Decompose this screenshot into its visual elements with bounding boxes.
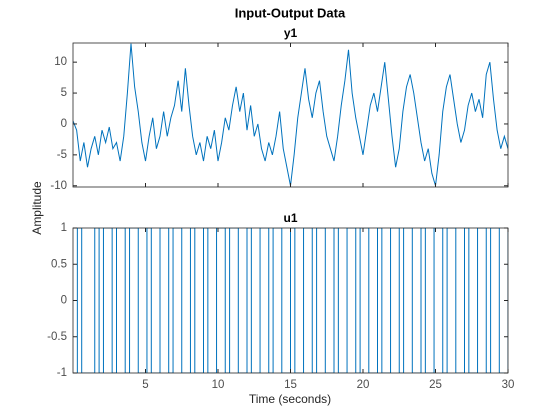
- x-tick-label: 5: [142, 379, 148, 391]
- y-tick-label: 0.5: [51, 258, 67, 270]
- x-axis-label: Time (seconds): [249, 392, 331, 406]
- y-tick-label: 0: [61, 295, 67, 307]
- y-tick-label: -1: [57, 367, 67, 379]
- axes-title: u1: [283, 211, 297, 225]
- figure-title: Input-Output Data: [235, 5, 346, 20]
- y-tick-label: 1: [61, 222, 67, 234]
- y-tick-label: -0.5: [47, 331, 67, 343]
- y-tick-label: -10: [50, 180, 67, 192]
- data-line: [73, 228, 508, 373]
- x-tick-label: 20: [357, 379, 370, 391]
- y-tick-label: 0: [61, 118, 67, 130]
- axes-title: y1: [284, 26, 298, 40]
- x-tick-label: 10: [212, 379, 225, 391]
- y-axis-label: Amplitude: [30, 181, 44, 235]
- axes-background: [73, 43, 508, 187]
- y-tick-label: 5: [61, 87, 67, 99]
- x-tick-label: 15: [284, 379, 297, 391]
- x-tick-label: 30: [502, 379, 515, 391]
- y-tick-label: 10: [54, 56, 67, 68]
- y-tick-label: -5: [57, 149, 67, 161]
- x-tick-label: 25: [429, 379, 442, 391]
